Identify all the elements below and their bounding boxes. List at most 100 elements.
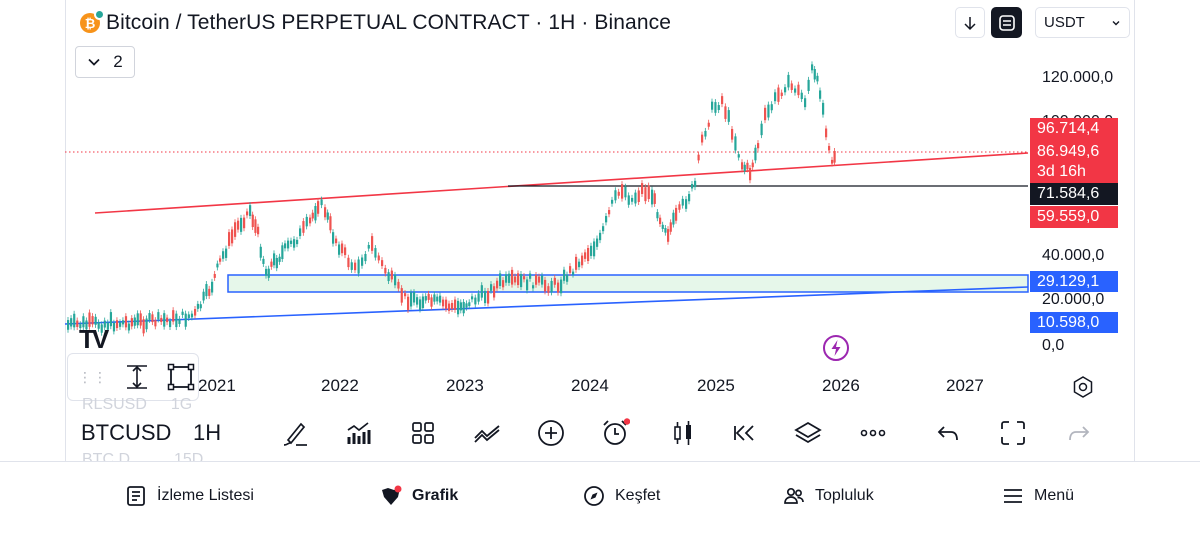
time-axis-label: 2027	[946, 376, 984, 395]
snapshot-button[interactable]	[991, 7, 1022, 38]
community-icon	[784, 487, 804, 504]
compare-button[interactable]	[470, 416, 504, 450]
time-axis-label: 2023	[446, 376, 484, 395]
candle-body	[354, 262, 357, 271]
candle-body	[309, 217, 312, 224]
candle-body	[73, 313, 76, 328]
nav-explore[interactable]: Keşfet	[583, 484, 660, 508]
price-axis-label: 120.000,0	[1042, 69, 1114, 86]
nav-community[interactable]: Topluluk	[783, 484, 874, 508]
fullscreen-button[interactable]	[996, 416, 1030, 450]
candle-body	[547, 286, 550, 293]
time-axis-label: 2026	[822, 376, 860, 395]
candle-body	[157, 312, 160, 320]
candle-body	[563, 269, 566, 281]
candle-body	[474, 297, 477, 305]
candles-icon	[674, 421, 691, 445]
price-chart[interactable]	[0, 0, 1200, 461]
measure-icon[interactable]	[122, 362, 152, 392]
candle-body	[311, 212, 314, 219]
candle-body	[653, 193, 656, 204]
object-tree-button[interactable]	[791, 416, 825, 450]
drag-handle-icon[interactable]: ⋮⋮	[78, 369, 108, 385]
symbol-selector[interactable]: BTCUSD	[81, 420, 172, 445]
candle-body	[70, 318, 73, 327]
candle-body	[499, 273, 502, 286]
candle-body	[371, 236, 374, 251]
axis-settings-icon[interactable]	[1070, 374, 1096, 400]
candle-body	[439, 295, 442, 303]
candle-body	[784, 87, 787, 93]
candle-body	[675, 207, 678, 221]
candle-body	[535, 274, 538, 285]
interval-selector[interactable]: 1H	[193, 420, 222, 445]
menu-icon	[1004, 489, 1022, 503]
candle-body	[813, 69, 816, 80]
indicators-count: 2	[113, 52, 123, 71]
support-price-tag: 10.598,0	[1030, 312, 1118, 333]
candle-body	[67, 320, 70, 330]
trendline-price-tag: 59.559,0	[1030, 206, 1118, 228]
candle-body	[454, 299, 457, 310]
candle-body	[721, 96, 724, 105]
redo-button[interactable]	[1061, 416, 1095, 450]
rectangle-icon[interactable]	[166, 362, 196, 392]
last-price-value: 86.949,6	[1037, 142, 1100, 160]
download-button[interactable]	[955, 7, 985, 38]
replay-button[interactable]	[727, 416, 761, 450]
candle-body	[400, 288, 403, 303]
support-zone	[227, 274, 1029, 293]
price-axis-label: 0,0	[1042, 337, 1065, 354]
header-title[interactable]: ₿ Bitcoin / TetherUS PERPETUAL CONTRACT …	[80, 9, 671, 37]
candle-body	[794, 88, 797, 93]
watchlist-icon	[127, 486, 145, 506]
candle-body	[807, 79, 810, 91]
candle-body	[410, 292, 413, 307]
undo-button[interactable]	[932, 416, 966, 450]
candle-body	[169, 320, 172, 328]
candle-body	[202, 291, 205, 301]
more-button[interactable]	[856, 416, 890, 450]
candle-body	[329, 216, 332, 231]
candle-body	[442, 299, 445, 307]
lightning-icon[interactable]	[822, 334, 850, 362]
nav-menu[interactable]: Menü	[1002, 484, 1074, 508]
candle-body	[751, 162, 754, 168]
grid-icon	[412, 422, 434, 444]
nav-chart[interactable]: Grafik	[380, 484, 458, 508]
add-button[interactable]	[534, 416, 568, 450]
add-icon	[538, 420, 564, 446]
candle-body	[332, 232, 335, 244]
candle-body	[560, 279, 563, 294]
candle-body	[569, 266, 572, 273]
arrow-down-icon	[964, 16, 976, 30]
candle-body	[544, 279, 547, 292]
indicators-collapse-button[interactable]: 2	[75, 46, 135, 78]
compare-icon	[474, 425, 500, 443]
price-axis-label: 20.000,0	[1042, 291, 1105, 308]
layout-button[interactable]	[406, 416, 440, 450]
candle-body	[79, 324, 82, 329]
candle-body	[145, 318, 148, 330]
candle-body	[661, 224, 664, 229]
candle-body	[608, 210, 611, 215]
candle-body	[678, 204, 681, 210]
currency-select[interactable]: USDT	[1035, 7, 1130, 38]
indicators-button[interactable]	[342, 416, 376, 450]
candle-body	[175, 313, 178, 328]
chart-type-button[interactable]	[666, 416, 700, 450]
candle-body	[617, 191, 620, 196]
candle-body	[468, 302, 471, 307]
candle-body	[384, 267, 387, 274]
last-price-tag: 86.949,6 3d 16h	[1030, 140, 1118, 183]
alert-button[interactable]	[598, 416, 632, 450]
nav-watchlist[interactable]: İzleme Listesi	[125, 484, 254, 508]
candle-body	[659, 217, 662, 225]
candle-body	[602, 226, 605, 232]
candle-body	[651, 189, 654, 205]
brush-button[interactable]	[278, 416, 312, 450]
candle-body	[419, 299, 422, 310]
candle-body	[302, 221, 305, 233]
candle-body	[477, 293, 480, 302]
